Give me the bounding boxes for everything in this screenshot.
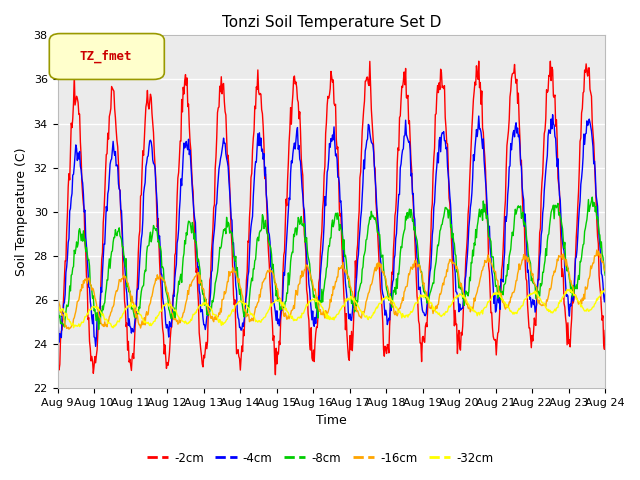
-4cm — [92, 344, 99, 349]
-2cm — [205, 305, 212, 311]
-16cm — [593, 247, 601, 253]
-2cm — [63, 210, 71, 216]
FancyBboxPatch shape — [49, 34, 164, 80]
-32cm — [177, 316, 184, 322]
-8cm — [399, 236, 406, 242]
-16cm — [121, 275, 129, 280]
Title: Tonzi Soil Temperature Set D: Tonzi Soil Temperature Set D — [221, 15, 441, 30]
X-axis label: Time: Time — [316, 414, 347, 427]
-8cm — [415, 256, 422, 262]
-8cm — [177, 274, 184, 280]
Y-axis label: Soil Temperature (C): Soil Temperature (C) — [15, 147, 28, 276]
-16cm — [65, 326, 73, 332]
-4cm — [548, 112, 556, 118]
-4cm — [415, 287, 422, 292]
-4cm — [63, 255, 71, 261]
-8cm — [95, 327, 102, 333]
-4cm — [54, 336, 61, 342]
-4cm — [399, 147, 406, 153]
-16cm — [415, 262, 422, 267]
-32cm — [54, 307, 61, 312]
-32cm — [205, 304, 213, 310]
-16cm — [602, 268, 609, 274]
-8cm — [588, 194, 596, 200]
-2cm — [415, 318, 422, 324]
-8cm — [205, 311, 213, 317]
-2cm — [602, 328, 609, 334]
Text: TZ_fmet: TZ_fmet — [79, 50, 132, 63]
-4cm — [177, 196, 184, 202]
-8cm — [54, 303, 61, 309]
-8cm — [63, 304, 71, 310]
-2cm — [475, 58, 483, 64]
-32cm — [63, 316, 71, 322]
Line: -4cm: -4cm — [58, 115, 605, 347]
-2cm — [175, 155, 183, 161]
-4cm — [205, 307, 213, 312]
-32cm — [602, 286, 609, 291]
-32cm — [399, 311, 406, 316]
-8cm — [121, 255, 129, 261]
Line: -16cm: -16cm — [58, 250, 605, 329]
-32cm — [109, 325, 117, 331]
-32cm — [415, 295, 422, 300]
-16cm — [205, 311, 213, 316]
-32cm — [121, 308, 129, 313]
-4cm — [121, 261, 129, 266]
-4cm — [602, 291, 609, 297]
-2cm — [120, 275, 127, 280]
-16cm — [63, 325, 71, 331]
-16cm — [399, 295, 406, 300]
-16cm — [177, 320, 184, 325]
-16cm — [54, 294, 61, 300]
-8cm — [602, 272, 609, 278]
Line: -8cm: -8cm — [58, 197, 605, 330]
-2cm — [399, 84, 406, 90]
Line: -2cm: -2cm — [58, 61, 605, 375]
-2cm — [271, 372, 279, 378]
-2cm — [54, 370, 61, 375]
Line: -32cm: -32cm — [58, 288, 605, 328]
Legend: -2cm, -4cm, -8cm, -16cm, -32cm: -2cm, -4cm, -8cm, -16cm, -32cm — [142, 447, 498, 469]
